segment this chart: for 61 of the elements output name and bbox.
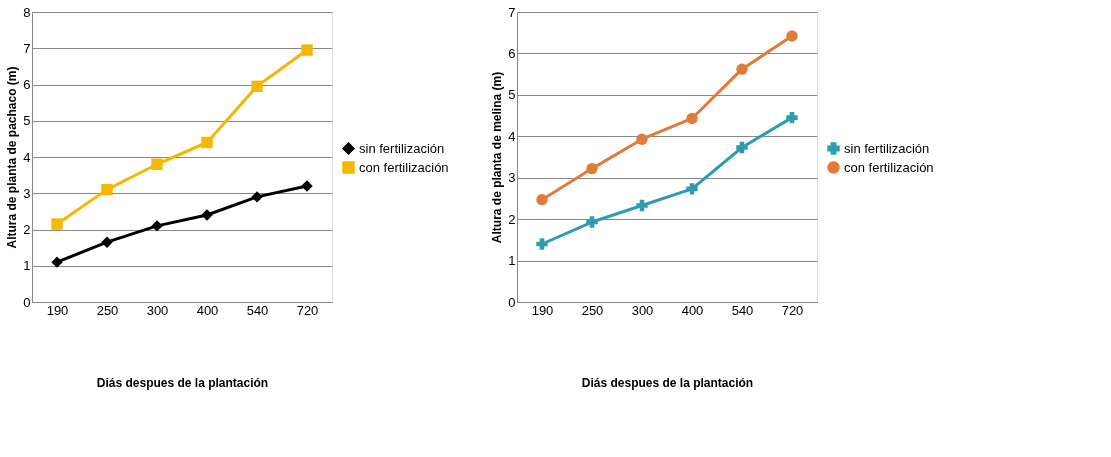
y-tick-label: 1 <box>508 253 516 269</box>
x-axis-title: Diás despues de la plantación <box>581 375 754 390</box>
point <box>686 112 698 125</box>
point <box>636 199 648 212</box>
x-tick-label: 300 <box>146 302 169 318</box>
y-tick-label: 6 <box>508 45 516 61</box>
point <box>201 209 213 221</box>
point <box>736 141 748 154</box>
x-tick-label: 720 <box>781 302 804 318</box>
x-tick-label: 540 <box>246 302 269 318</box>
x-tick-label: 190 <box>531 302 554 318</box>
point <box>51 218 63 230</box>
x-tick-label: 300 <box>631 302 654 318</box>
point <box>736 63 748 75</box>
x-tick-label: 190 <box>46 302 69 318</box>
point <box>51 256 63 268</box>
x-tick-label: 400 <box>196 302 219 318</box>
legend-label: con fertilización <box>844 159 934 175</box>
point <box>301 180 313 192</box>
point <box>201 136 213 149</box>
y-tick-label: 2 <box>23 222 31 237</box>
point <box>301 44 313 56</box>
y-tick-label: 5 <box>508 87 516 103</box>
point <box>101 183 113 196</box>
y-tick-label: 5 <box>23 113 31 129</box>
point <box>686 183 698 195</box>
y-tick-label: 8 <box>23 4 31 20</box>
point <box>586 216 598 228</box>
y-tick-label: 7 <box>508 4 516 20</box>
legend-label: con fertilización <box>359 159 449 175</box>
x-tick-label: 250 <box>581 302 604 318</box>
x-tick-label: 250 <box>96 302 119 318</box>
point <box>151 220 163 232</box>
legend-label: sin fertilización <box>359 140 445 156</box>
y-tick-label: 0 <box>23 294 31 310</box>
x-tick-label: 540 <box>731 302 754 318</box>
legend-label: sin fertilización <box>844 140 930 156</box>
point <box>536 193 548 206</box>
y-axis-title: Altura de planta de pachaco (m) <box>5 66 20 249</box>
y-tick-label: 4 <box>23 149 31 165</box>
y-tick-label: 1 <box>23 258 31 274</box>
x-axis-title: Diás despues de la plantación <box>96 375 269 390</box>
y-tick-label: 4 <box>508 128 516 144</box>
point <box>786 111 798 124</box>
y-tick-label: 3 <box>23 185 31 201</box>
y-tick-label: 2 <box>508 211 516 227</box>
y-tick-label: 7 <box>23 40 31 56</box>
x-tick-label: 400 <box>681 302 704 318</box>
point <box>101 236 113 248</box>
y-tick-label: 6 <box>23 77 31 92</box>
point <box>251 191 263 203</box>
point <box>151 158 163 170</box>
point <box>251 80 263 93</box>
y-tick-label: 3 <box>508 170 516 186</box>
y-axis-title: Altura de planta de melina (m) <box>490 71 505 244</box>
point <box>636 133 648 145</box>
x-tick-label: 720 <box>296 302 319 318</box>
y-tick-label: 0 <box>508 294 516 310</box>
point <box>586 162 598 175</box>
point <box>536 238 548 250</box>
point <box>786 30 798 42</box>
